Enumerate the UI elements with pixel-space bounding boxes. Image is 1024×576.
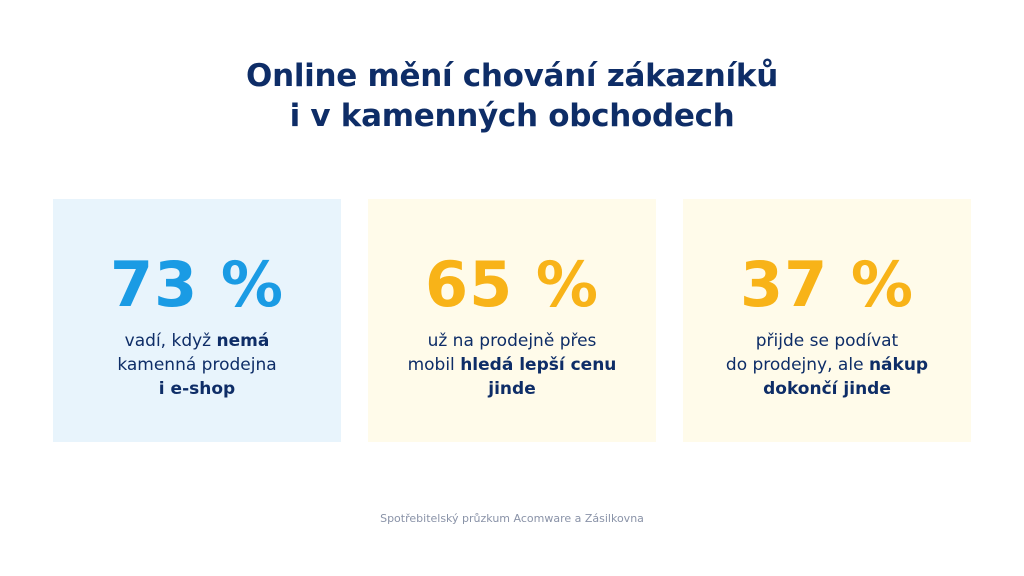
desc-line: dokončí jinde <box>763 379 891 399</box>
page-title-line-2: i v kamenných obchodech <box>289 98 735 134</box>
desc-line: mobil hledá lepší cenu <box>407 355 617 375</box>
stat-description: přijde se podívat do prodejny, ale nákup… <box>693 329 961 401</box>
desc-line: kamenná prodejna <box>117 355 277 375</box>
stat-description: vadí, když nemá kamenná prodejna i e-sho… <box>63 329 331 401</box>
desc-line: jinde <box>488 379 536 399</box>
desc-line: už na prodejně přes <box>427 331 597 351</box>
stat-card-3: 37 % přijde se podívat do prodejny, ale … <box>683 199 971 442</box>
stat-description: už na prodejně přes mobil hledá lepší ce… <box>378 329 646 401</box>
stat-card-1: 73 % vadí, když nemá kamenná prodejna i … <box>53 199 341 442</box>
source-note: Spotřebitelský průzkum Acomware a Zásilk… <box>380 512 644 525</box>
page-title-line-1: Online mění chování zákazníků <box>246 58 778 94</box>
stat-card-2: 65 % už na prodejně přes mobil hledá lep… <box>368 199 656 442</box>
desc-line: vadí, když nemá <box>124 331 270 351</box>
desc-line: přijde se podívat <box>755 331 899 351</box>
stat-value: 37 % <box>740 248 914 321</box>
page-title: Online mění chování zákazníků i v kamenn… <box>0 56 1024 136</box>
desc-line: do prodejny, ale nákup <box>725 355 929 375</box>
desc-line: i e-shop <box>158 379 236 399</box>
stat-value: 73 % <box>110 248 284 321</box>
stat-value: 65 % <box>425 248 599 321</box>
